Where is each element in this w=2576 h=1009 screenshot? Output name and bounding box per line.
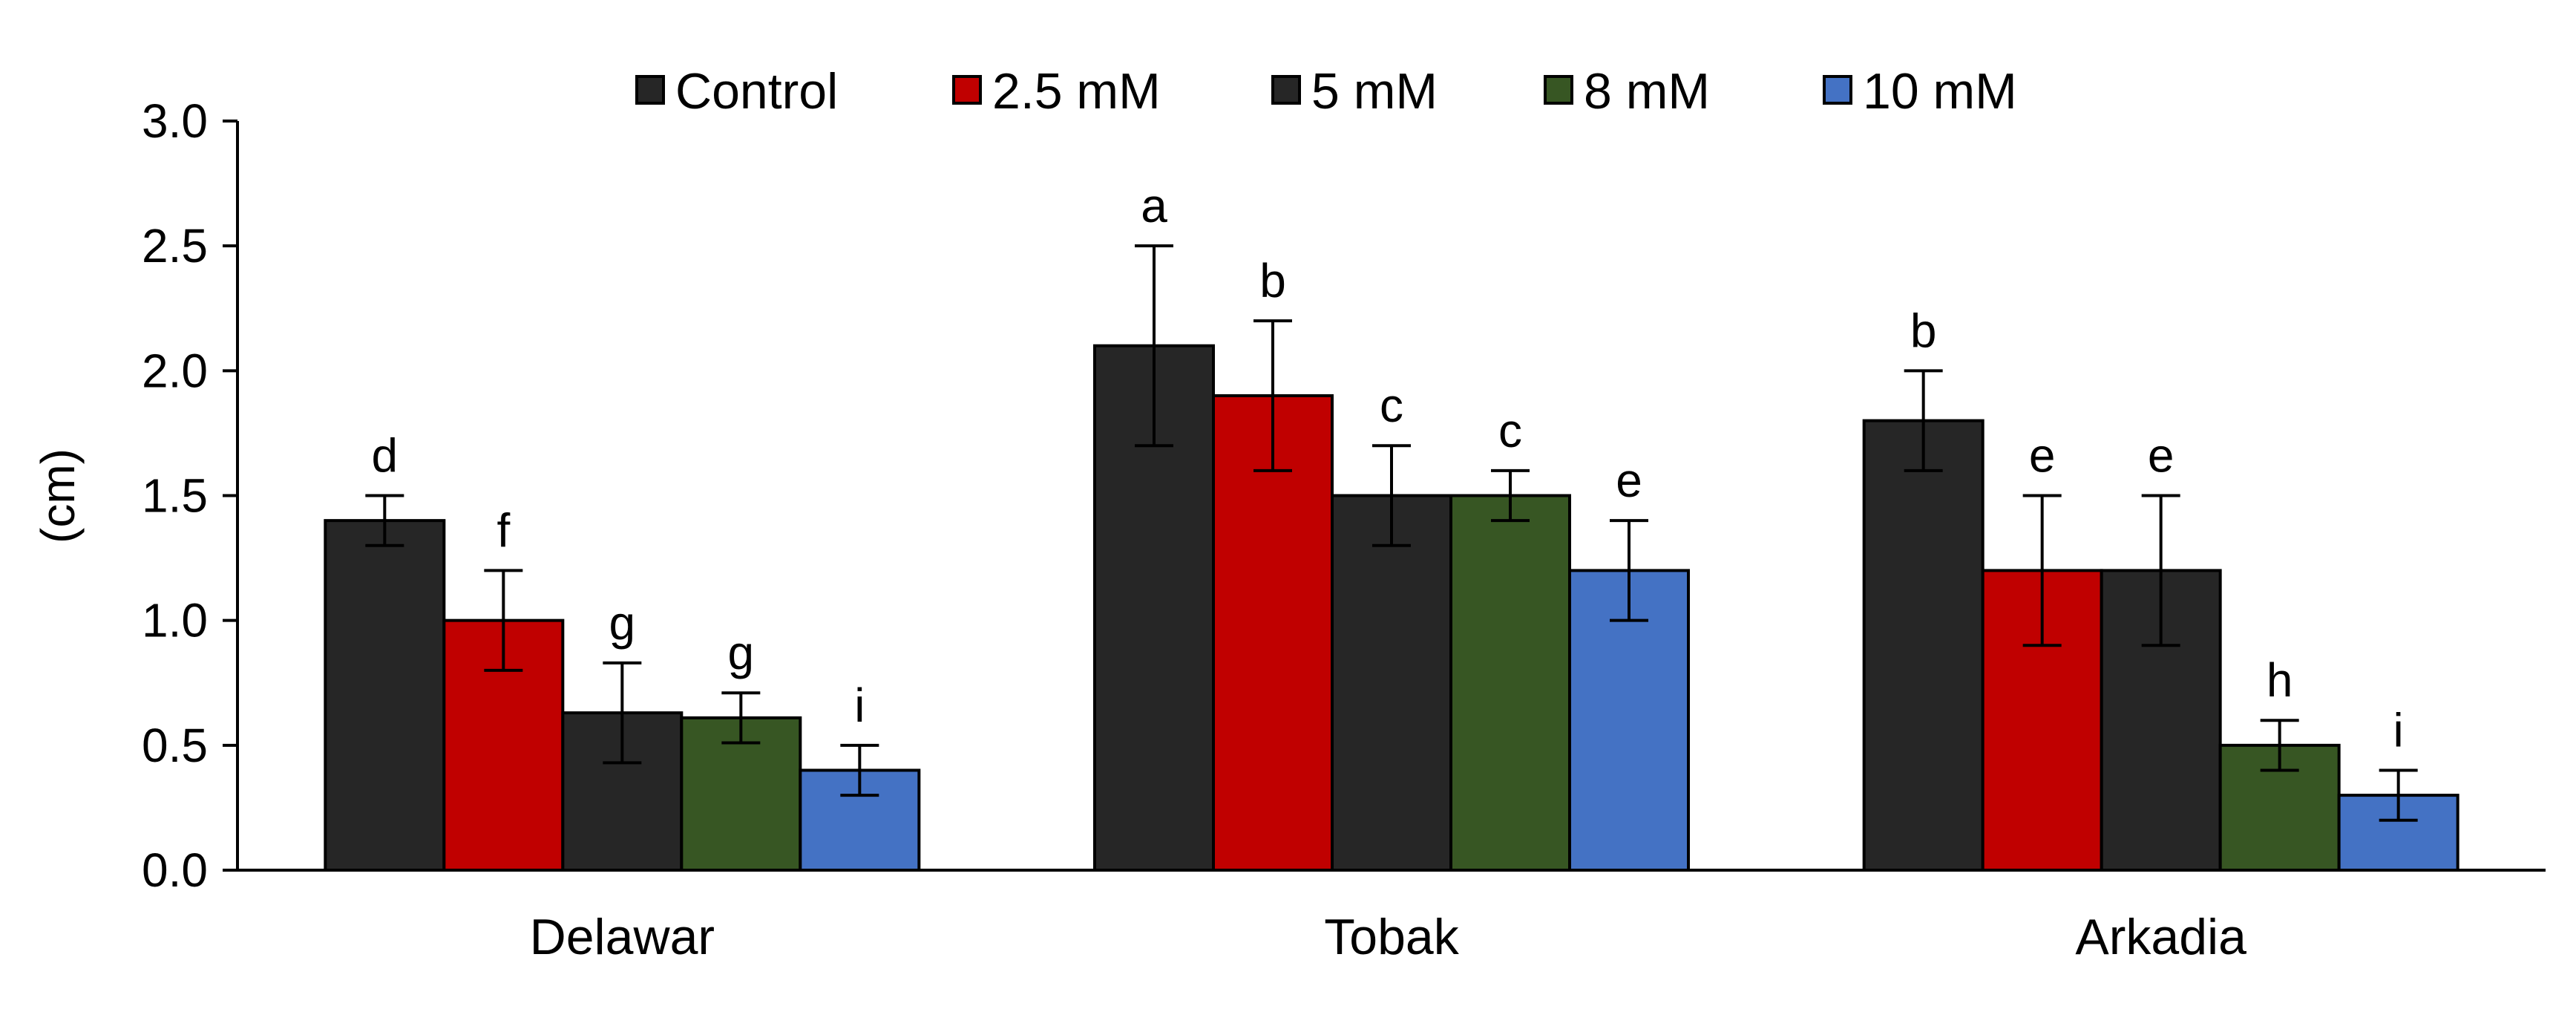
significance-label: f [496, 503, 510, 557]
legend-label: 5 mM [1311, 63, 1438, 120]
error-bar [1253, 319, 1292, 472]
significance-label: g [609, 596, 636, 650]
error-bar [603, 661, 642, 765]
y-tick-label: 2.0 [142, 344, 208, 397]
significance-label: i [2393, 703, 2404, 757]
error-bar [840, 743, 879, 797]
legend-item: Control [635, 63, 838, 120]
x-category-label: Arkadia [2075, 909, 2246, 965]
significance-label: e [2029, 429, 2056, 483]
error-bar [1135, 244, 1173, 448]
legend-swatch [1544, 75, 1573, 105]
y-tick-label: 0.0 [142, 843, 208, 897]
error-bar [2260, 719, 2299, 772]
legend-label: 10 mM [1863, 63, 2017, 120]
y-axis-title: (cm) [31, 448, 85, 543]
significance-label: c [1380, 379, 1403, 432]
error-bar [1372, 444, 1411, 547]
x-category-label: Tobak [1324, 909, 1459, 965]
significance-label: e [2148, 429, 2174, 483]
significance-label: b [1910, 304, 1937, 357]
legend-swatch [1823, 75, 1852, 105]
legend-label: Control [675, 63, 838, 120]
bars: d f g g i a b c c e b e e h i [324, 179, 2459, 872]
bar [1331, 494, 1452, 872]
legend-item: 8 mM [1544, 63, 1710, 120]
error-bar [2379, 768, 2418, 822]
error-bar [365, 494, 404, 547]
significance-label: b [1259, 254, 1286, 307]
significance-label: c [1498, 404, 1522, 457]
y-tick-label: 3.0 [142, 94, 208, 148]
error-bar [484, 569, 523, 672]
bar [1862, 419, 1985, 872]
significance-label: g [728, 626, 755, 679]
legend-item: 10 mM [1823, 63, 2017, 120]
y-tick-label: 1.5 [142, 469, 208, 523]
x-category-label: Delawar [530, 909, 715, 965]
legend-label: 2.5 mM [992, 63, 1161, 120]
y-axis: 0.0 0.5 1.0 1.5 2.0 2.5 3.0 [142, 94, 239, 897]
x-axis: Delawar Tobak Arkadia [237, 869, 2546, 965]
legend-item: 5 mM [1271, 63, 1438, 120]
error-bar [2022, 494, 2062, 647]
error-bar [721, 691, 761, 745]
significance-label: d [372, 429, 399, 483]
bar [1212, 394, 1334, 872]
bar [1449, 494, 1571, 872]
significance-label: h [2267, 653, 2293, 707]
error-bar [1904, 369, 1943, 472]
error-bar [2141, 494, 2180, 647]
significance-label: a [1141, 179, 1167, 232]
error-bar [1491, 468, 1530, 523]
legend-label: 8 mM [1584, 63, 1710, 120]
legend-swatch [1271, 75, 1301, 105]
legend: Control 2.5 mM 5 mM 8 mM 10 mM [635, 63, 2017, 120]
y-tick-label: 0.5 [142, 719, 208, 772]
legend-item: 2.5 mM [952, 63, 1161, 120]
bar [799, 768, 921, 872]
legend-swatch [635, 75, 665, 105]
legend-swatch [952, 75, 982, 105]
y-tick-label: 2.5 [142, 219, 208, 272]
significance-label: i [854, 679, 865, 732]
y-tick-label: 1.0 [142, 594, 208, 647]
significance-label: e [1616, 454, 1642, 507]
error-bar [1610, 519, 1648, 622]
bar [324, 519, 446, 872]
